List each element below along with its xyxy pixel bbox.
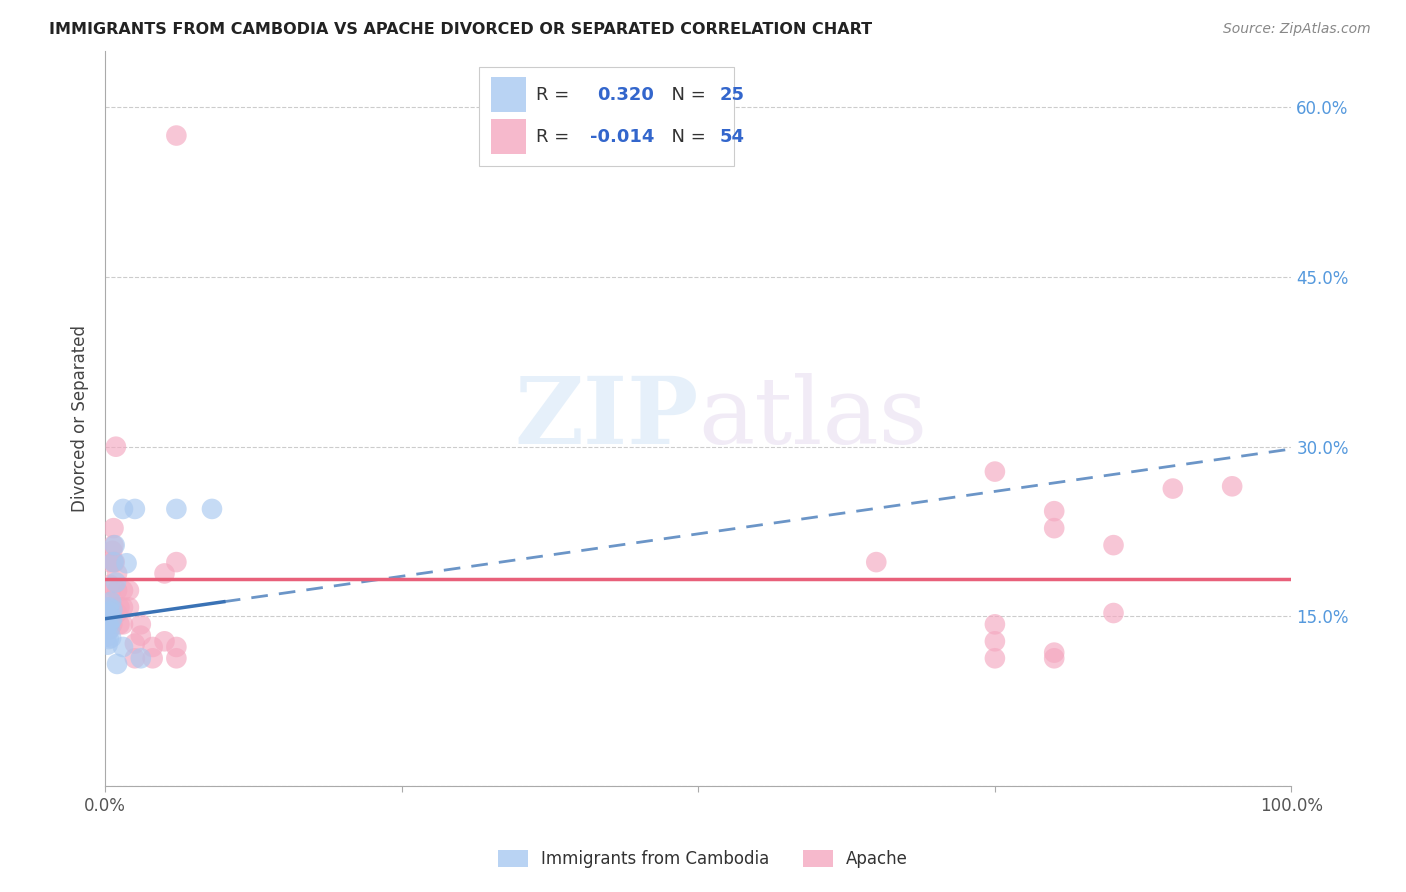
Point — [142, 640, 165, 654]
Point — [100, 613, 122, 627]
Point — [105, 606, 128, 620]
Point — [104, 440, 127, 454]
Point — [100, 583, 122, 598]
Point — [165, 502, 187, 516]
Y-axis label: Divorced or Separated: Divorced or Separated — [72, 325, 89, 512]
Point — [105, 583, 128, 598]
Point — [118, 583, 141, 598]
Text: 25: 25 — [720, 86, 745, 103]
Point — [100, 600, 122, 615]
Point — [111, 600, 134, 615]
FancyBboxPatch shape — [491, 119, 526, 154]
Point — [1043, 646, 1066, 660]
Text: -0.014: -0.014 — [591, 128, 655, 145]
Point — [165, 651, 187, 665]
Text: R =: R = — [536, 128, 575, 145]
Point — [104, 538, 127, 552]
Point — [103, 521, 125, 535]
Point — [111, 640, 134, 654]
Point — [108, 600, 131, 615]
Point — [118, 600, 141, 615]
Point — [100, 614, 122, 628]
Point — [101, 617, 124, 632]
Point — [111, 617, 134, 632]
Text: atlas: atlas — [699, 374, 928, 464]
Point — [105, 657, 128, 671]
Point — [201, 502, 224, 516]
Point — [165, 555, 187, 569]
Point — [1043, 651, 1066, 665]
Point — [1161, 482, 1184, 496]
Point — [111, 583, 134, 598]
Text: N =: N = — [661, 128, 711, 145]
Point — [100, 631, 122, 645]
Point — [984, 617, 1007, 632]
Point — [111, 502, 134, 516]
Point — [142, 651, 165, 665]
Point — [124, 636, 146, 650]
Point — [101, 612, 124, 626]
Point — [1043, 521, 1066, 535]
Point — [984, 651, 1007, 665]
Point — [984, 465, 1007, 479]
Point — [1043, 504, 1066, 518]
Point — [98, 595, 121, 609]
Text: Source: ZipAtlas.com: Source: ZipAtlas.com — [1223, 22, 1371, 37]
Point — [165, 128, 187, 143]
Point — [98, 622, 121, 636]
Point — [97, 600, 120, 615]
Point — [100, 595, 122, 609]
Point — [103, 538, 125, 552]
Legend: Immigrants from Cambodia, Apache: Immigrants from Cambodia, Apache — [491, 843, 915, 875]
Point — [984, 634, 1007, 648]
Point — [1102, 606, 1125, 620]
Point — [97, 617, 120, 632]
FancyBboxPatch shape — [479, 67, 734, 166]
Point — [97, 623, 120, 637]
Point — [104, 575, 127, 590]
Point — [1102, 538, 1125, 552]
Point — [97, 632, 120, 646]
Point — [153, 634, 176, 648]
Point — [103, 555, 125, 569]
Point — [97, 617, 120, 632]
Point — [97, 618, 120, 632]
Point — [103, 555, 125, 569]
Point — [101, 543, 124, 558]
Point — [101, 600, 124, 615]
Text: N =: N = — [661, 86, 711, 103]
Point — [97, 638, 120, 652]
Text: 0.320: 0.320 — [598, 86, 654, 103]
Point — [153, 566, 176, 581]
Point — [97, 600, 120, 615]
FancyBboxPatch shape — [491, 77, 526, 112]
Point — [124, 502, 146, 516]
Point — [98, 606, 121, 620]
Point — [105, 566, 128, 581]
Point — [96, 630, 118, 644]
Point — [129, 651, 152, 665]
Point — [98, 578, 121, 592]
Text: IMMIGRANTS FROM CAMBODIA VS APACHE DIVORCED OR SEPARATED CORRELATION CHART: IMMIGRANTS FROM CAMBODIA VS APACHE DIVOR… — [49, 22, 872, 37]
Point — [98, 555, 121, 569]
Point — [108, 617, 131, 632]
Point — [97, 606, 120, 620]
Text: ZIP: ZIP — [515, 374, 699, 464]
Point — [115, 556, 138, 570]
Point — [96, 607, 118, 622]
Point — [865, 555, 887, 569]
Point — [104, 555, 127, 569]
Text: R =: R = — [536, 86, 575, 103]
Point — [101, 602, 124, 616]
Point — [98, 605, 121, 619]
Point — [129, 629, 152, 643]
Point — [165, 640, 187, 654]
Point — [129, 617, 152, 632]
Text: 54: 54 — [720, 128, 745, 145]
Point — [1220, 479, 1243, 493]
Point — [124, 651, 146, 665]
